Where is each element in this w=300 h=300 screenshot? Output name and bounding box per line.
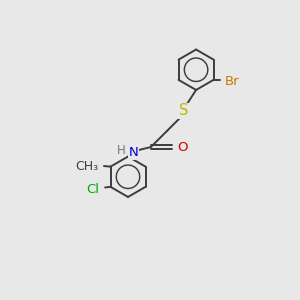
Text: CH₃: CH₃: [75, 160, 98, 173]
Text: O: O: [178, 140, 188, 154]
Text: H: H: [117, 144, 125, 157]
Text: Br: Br: [225, 75, 239, 88]
Text: N: N: [129, 146, 139, 159]
Text: S: S: [179, 103, 188, 118]
Text: Cl: Cl: [86, 183, 99, 196]
